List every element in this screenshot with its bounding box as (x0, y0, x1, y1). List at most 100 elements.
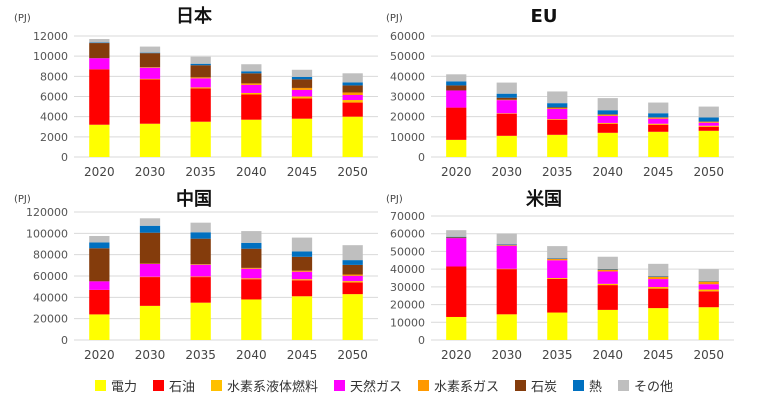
bar-segment (190, 277, 211, 303)
bar-segment (496, 245, 517, 269)
bar-segment (648, 102, 669, 114)
legend: 電力 石油 水素系液体燃料 天然ガス 水素系ガス 石炭 熱 その他 (0, 374, 768, 396)
x-tick-label: 2035 (185, 348, 216, 362)
legend-swatch (418, 379, 429, 391)
bar-segment (547, 278, 568, 279)
bar-segment (241, 119, 262, 157)
bar-segment (698, 284, 719, 290)
x-tick-label: 2040 (592, 165, 623, 179)
legend-label: 石油 (168, 379, 195, 395)
bar-segment (139, 218, 161, 226)
bar-segment (648, 118, 669, 124)
bar-segment (597, 123, 618, 133)
legend-label: その他 (634, 379, 674, 395)
y-tick-label: 6000 (40, 91, 68, 104)
y-tick-label: 30000 (390, 281, 425, 294)
bar-segment (342, 260, 363, 265)
legend-label: 石炭 (531, 379, 558, 395)
bar-segment (496, 244, 517, 246)
legend-item: 電力 (94, 376, 137, 395)
bar-segment (89, 242, 110, 249)
bar-segment (496, 269, 517, 315)
bar-segment (597, 285, 618, 310)
bar-segment (291, 98, 313, 119)
x-tick-label: 2030 (491, 165, 522, 179)
bar-segment (190, 222, 211, 233)
bar-segment (139, 277, 161, 306)
bar-segment (496, 113, 517, 136)
bar-segment (698, 307, 719, 340)
bar-segment (446, 139, 467, 157)
bar-segment (291, 79, 313, 88)
bar-segment (496, 314, 517, 340)
legend-item: その他 (618, 376, 673, 395)
unit-label: (PJ) (386, 13, 403, 24)
chart-title: EU (531, 6, 558, 27)
bar-segment (547, 258, 568, 259)
bar-segment (446, 238, 467, 267)
bar-segment (139, 232, 161, 264)
x-tick-label: 2040 (592, 348, 623, 362)
x-tick-label: 2045 (287, 348, 318, 362)
y-tick-label: 20000 (390, 111, 425, 124)
bar-segment (648, 123, 669, 125)
bar-segment (648, 131, 669, 157)
legend-item: 石炭 (515, 376, 557, 395)
bar-segment (89, 39, 110, 43)
bar-segment (241, 231, 262, 243)
bar-segment (496, 245, 517, 246)
bar-segment (291, 270, 313, 272)
x-tick-label: 2035 (542, 348, 573, 362)
y-tick-label: 0 (61, 151, 68, 164)
bar-segment (89, 289, 110, 315)
bar-segment (342, 282, 363, 295)
bar-segment (241, 94, 262, 120)
bar-segment (291, 69, 313, 77)
x-tick-label: 2050 (693, 348, 724, 362)
x-tick-label: 2035 (185, 165, 216, 179)
bar-segment (89, 314, 110, 340)
bar-segment (547, 107, 568, 109)
y-tick-label: 100000 (26, 227, 68, 240)
bar-segment (89, 58, 110, 70)
bar-segment (139, 52, 161, 54)
bar-segment (698, 125, 719, 127)
bar-segment (648, 279, 669, 288)
bar-segment (139, 79, 161, 124)
bar-segment (241, 242, 262, 249)
y-tick-label: 20000 (390, 299, 425, 312)
y-tick-label: 50000 (390, 245, 425, 258)
legend-swatch (573, 379, 585, 391)
bar-segment (190, 78, 211, 88)
bar-segment (547, 259, 568, 261)
bar-segment (190, 264, 211, 277)
y-tick-label: 4000 (40, 111, 68, 124)
bar-segment (698, 280, 719, 282)
bar-segment (446, 74, 467, 82)
bar-segment (698, 291, 719, 308)
y-tick-label: 12000 (33, 30, 68, 43)
bar-segment (241, 299, 262, 340)
x-tick-label: 2020 (441, 348, 472, 362)
legend-item: 水素系ガス (418, 376, 499, 395)
bar-segment (291, 251, 313, 257)
bar-segment (190, 264, 211, 265)
unit-label: (PJ) (386, 194, 403, 205)
bar-segment (496, 100, 517, 114)
legend-label: 熱 (589, 379, 603, 395)
bar-segment (139, 78, 161, 80)
y-tick-label: 40000 (33, 291, 68, 304)
bar-segment (446, 230, 467, 237)
x-tick-label: 2030 (135, 165, 166, 179)
bar-segment (291, 280, 313, 297)
bar-segment (139, 46, 161, 53)
bar-segment (241, 73, 262, 84)
bar-segment (241, 84, 262, 93)
legend-item: 熱 (573, 376, 602, 395)
bar-segment (291, 118, 313, 157)
bar-segment (446, 266, 467, 317)
bar-segment (698, 117, 719, 122)
bar-segment (241, 64, 262, 72)
bar-segment (597, 132, 618, 157)
bar-segment (597, 98, 618, 111)
